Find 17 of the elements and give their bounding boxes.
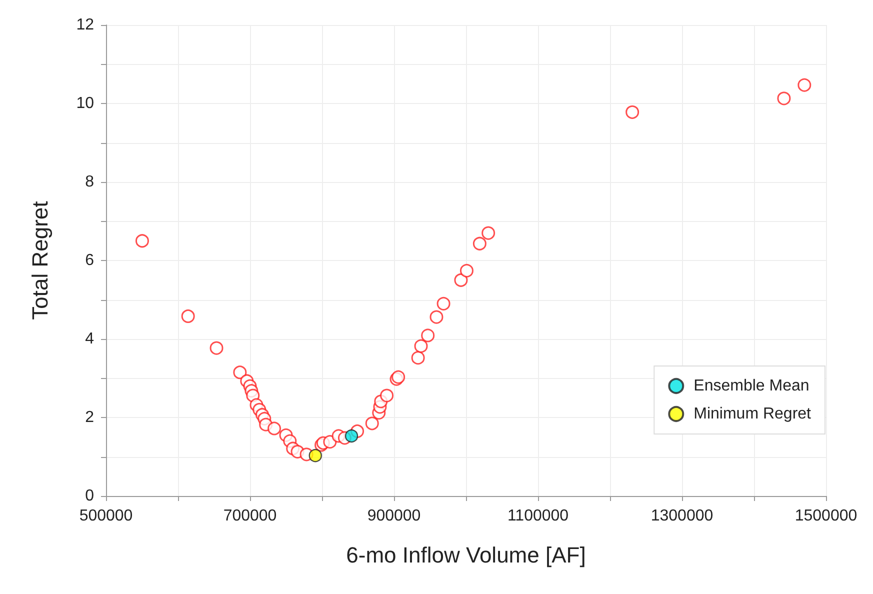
x-tick-label: 900000 bbox=[367, 508, 421, 524]
x-axis-title: 6-mo Inflow Volume [AF] bbox=[346, 542, 586, 568]
y-tick-label: 12 bbox=[76, 16, 94, 34]
y-tick-label: 10 bbox=[76, 95, 94, 112]
x-tick-label: 1100000 bbox=[507, 508, 569, 524]
x-tick-label: 700000 bbox=[223, 508, 277, 524]
x-tick-label: 1500000 bbox=[794, 508, 858, 524]
legend-label: Ensemble Mean bbox=[694, 378, 810, 394]
y-axis-title: Total Regret bbox=[28, 201, 52, 320]
y-tick-label: 2 bbox=[85, 409, 94, 426]
y-tick-label: 6 bbox=[85, 252, 94, 269]
y-tick-label: 8 bbox=[85, 174, 94, 190]
legend-label: Minimum Regret bbox=[694, 406, 812, 422]
y-tick-label: 0 bbox=[85, 488, 94, 504]
x-tick-label: 500000 bbox=[79, 508, 133, 524]
x-tick-label: 1300000 bbox=[650, 508, 714, 524]
y-tick-label: 4 bbox=[85, 330, 94, 348]
